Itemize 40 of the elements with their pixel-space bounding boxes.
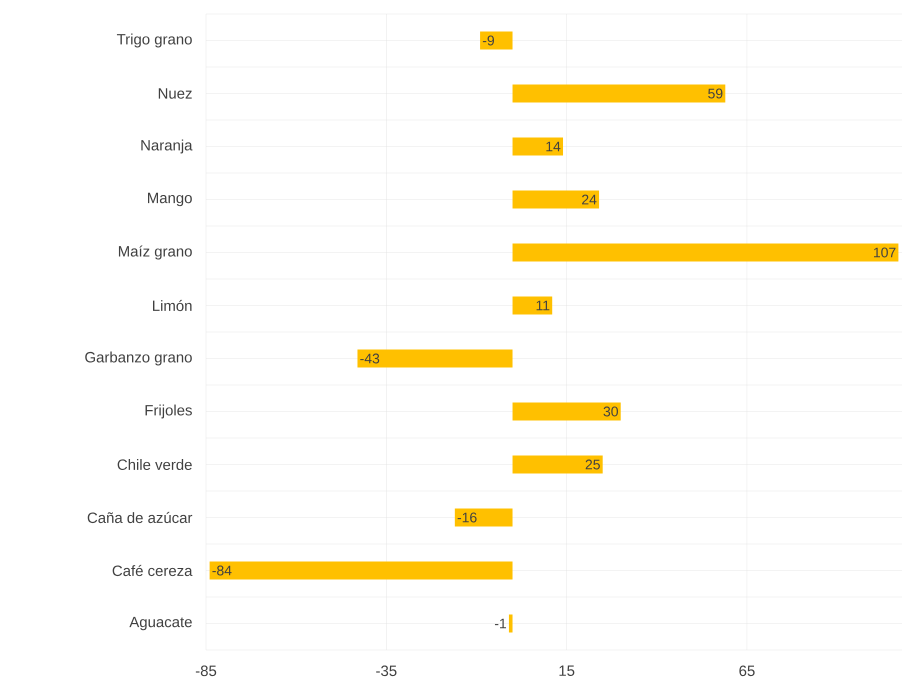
y-tick-label: Trigo grano xyxy=(116,34,192,48)
bar xyxy=(357,350,513,368)
y-tick-label: Caña de azúcar xyxy=(88,512,192,524)
bar xyxy=(480,32,513,50)
y-tick-label: Frijoles xyxy=(146,404,192,418)
data-label: -16 xyxy=(458,512,477,522)
bar xyxy=(454,508,513,527)
x-tick-label: -85 xyxy=(196,666,216,676)
y-tick-label: Mango xyxy=(148,192,192,206)
y-tick-label: Naranja xyxy=(141,140,192,154)
data-label: -84 xyxy=(212,566,232,576)
bar xyxy=(512,138,564,156)
data-label: 11 xyxy=(536,300,550,310)
bar xyxy=(512,456,603,474)
y-tick-label: Café cereza xyxy=(112,564,192,576)
x-tick-label: -35 xyxy=(376,666,396,676)
bar xyxy=(512,190,600,209)
data-label: 24 xyxy=(582,194,596,204)
data-label: 25 xyxy=(586,460,600,470)
data-label: -43 xyxy=(360,354,380,364)
data-label: 14 xyxy=(546,142,560,152)
x-tick-label: 15 xyxy=(559,666,574,676)
bar xyxy=(512,244,898,262)
y-tick-label: Maíz grano xyxy=(118,245,192,260)
y-tick-label: Aguacate xyxy=(129,616,192,630)
data-label: 107 xyxy=(874,248,896,258)
data-label: -1 xyxy=(494,618,506,628)
y-tick-label: Chile verde xyxy=(118,459,192,470)
bar xyxy=(512,402,621,421)
bar xyxy=(512,296,552,315)
bar xyxy=(210,562,513,580)
y-tick-label: Nuez xyxy=(158,88,192,99)
data-label: 59 xyxy=(708,88,722,98)
y-tick-label: Limón xyxy=(153,300,192,312)
data-label: -9 xyxy=(482,36,494,46)
bar xyxy=(512,84,726,103)
data-label: 30 xyxy=(604,406,618,416)
x-tick-label: 65 xyxy=(739,666,755,676)
bar xyxy=(508,614,513,633)
y-tick-label: Garbanzo grano xyxy=(85,352,192,366)
